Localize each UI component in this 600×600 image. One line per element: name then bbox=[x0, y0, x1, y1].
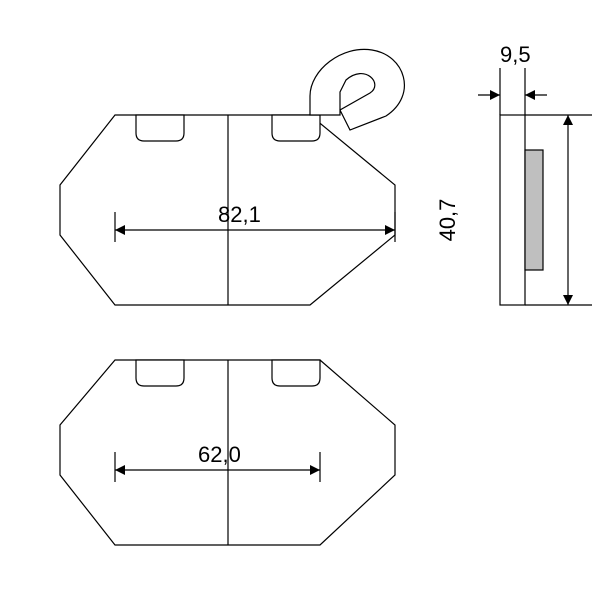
svg-text:82,1: 82,1 bbox=[218, 202, 261, 227]
svg-text:62,0: 62,0 bbox=[198, 442, 241, 467]
svg-text:9,5: 9,5 bbox=[500, 42, 531, 67]
technical-drawing: 82,1 62,0 9,5 40,7 bbox=[0, 0, 600, 600]
svg-text:40,7: 40,7 bbox=[435, 199, 460, 242]
pad-side-profile bbox=[500, 68, 592, 305]
pad-a-front-view bbox=[60, 49, 404, 305]
